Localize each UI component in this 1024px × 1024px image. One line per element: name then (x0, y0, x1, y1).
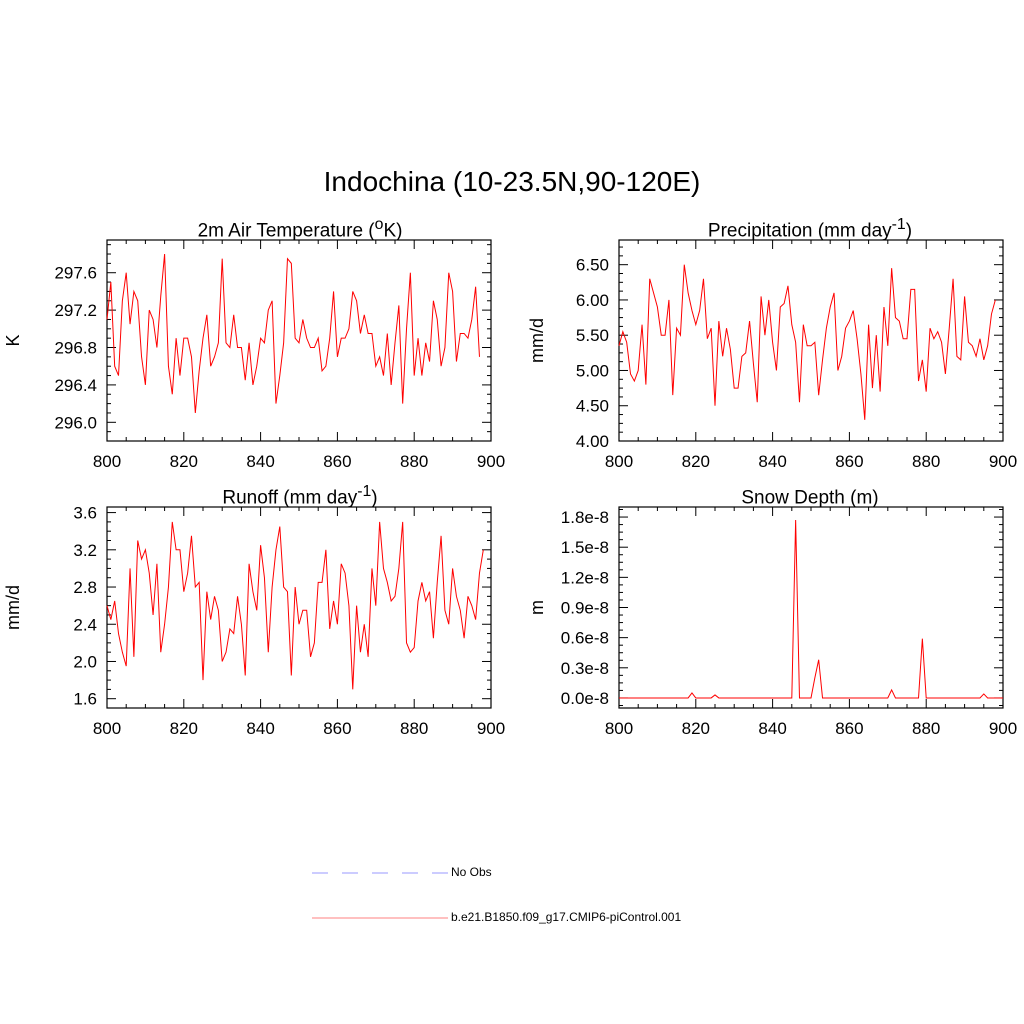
x-tick-label: 900 (989, 719, 1017, 738)
x-tick-label: 800 (93, 452, 121, 471)
y-tick-label: 4.00 (576, 432, 609, 451)
y-tick-label: 3.6 (73, 504, 97, 523)
plot-frame-snow (618, 506, 1004, 709)
series-line-snow (619, 520, 1003, 699)
x-tick-label: 880 (912, 719, 940, 738)
y-axis-label: m (527, 600, 547, 615)
y-tick-label: 2.0 (73, 652, 97, 671)
y-tick-label: 1.8e-8 (561, 508, 609, 527)
x-tick-label: 880 (912, 452, 940, 471)
main-title: Indochina (10-23.5N,90-120E) (323, 166, 701, 197)
panel-title-tail: ) (905, 220, 913, 242)
x-tick-label: 900 (477, 452, 505, 471)
panel-title-superscript: -1 (357, 483, 372, 500)
series-line-temp (106, 253, 480, 413)
panel-title-text: Snow Depth (m) (741, 487, 879, 509)
y-tick-label: 6.50 (576, 256, 609, 275)
y-tick-label: 0.0e-8 (561, 689, 609, 708)
panel-title-temperature: 2m Air Temperature (oK) (90, 216, 510, 242)
x-tick-label: 880 (400, 452, 428, 471)
y-tick-label: 0.6e-8 (561, 629, 609, 648)
x-tick-label: 800 (605, 719, 633, 738)
y-tick-label: 0.3e-8 (561, 659, 609, 678)
legend-label-no-obs: No Obs (451, 865, 492, 879)
x-tick-label: 840 (758, 719, 786, 738)
x-tick-label: 860 (835, 719, 863, 738)
y-tick-label: 0.9e-8 (561, 599, 609, 618)
y-tick-label: 1.6 (73, 690, 97, 709)
panel-title-superscript: o (374, 216, 384, 233)
y-tick-label: 6.00 (576, 291, 609, 310)
panel-title-snow-depth: Snow Depth (m) (600, 483, 1020, 509)
panel-title-precipitation: Precipitation (mm day-1) (600, 216, 1020, 242)
x-tick-label: 840 (246, 719, 274, 738)
panel-title-text: 2m Air Temperature ( (197, 220, 375, 242)
series-line-runoff (106, 521, 484, 690)
x-tick-label: 860 (323, 452, 351, 471)
y-tick-label: 4.50 (576, 397, 609, 416)
x-tick-label: 820 (682, 452, 710, 471)
plot-frame-precip (618, 239, 1004, 442)
y-tick-label: 297.6 (54, 264, 97, 283)
y-tick-label: 296.4 (54, 376, 97, 395)
y-axis-label: K (3, 334, 23, 346)
panel-title-text: Runoff (mm day (222, 487, 358, 509)
x-tick-label: 820 (682, 719, 710, 738)
y-tick-label: 2.8 (73, 578, 97, 597)
y-tick-label: 2.4 (73, 615, 97, 634)
x-tick-label: 880 (400, 719, 428, 738)
x-tick-label: 900 (477, 719, 505, 738)
x-tick-label: 800 (93, 719, 121, 738)
x-tick-label: 860 (323, 719, 351, 738)
x-tick-label: 820 (170, 719, 198, 738)
x-tick-label: 860 (835, 452, 863, 471)
y-tick-label: 5.00 (576, 361, 609, 380)
x-tick-label: 840 (246, 452, 274, 471)
y-tick-label: 297.2 (54, 301, 97, 320)
x-tick-label: 820 (170, 452, 198, 471)
y-tick-label: 3.2 (73, 541, 97, 560)
series-line-precip (618, 264, 996, 420)
panel-title-superscript: -1 (891, 216, 906, 233)
panel-title-runoff: Runoff (mm day-1) (90, 483, 510, 509)
panel-title-text: Precipitation (mm day (707, 220, 892, 242)
y-tick-label: 5.50 (576, 326, 609, 345)
y-tick-label: 296.0 (54, 413, 97, 432)
panel-title-tail: ) (371, 487, 378, 509)
y-tick-label: 296.8 (54, 339, 97, 358)
x-tick-label: 900 (989, 452, 1017, 471)
plot-frame-runoff (106, 506, 492, 709)
y-tick-label: 1.5e-8 (561, 538, 609, 557)
y-axis-label: mm/d (527, 318, 547, 363)
y-axis-label: mm/d (3, 585, 23, 630)
legend-label-model: b.e21.B1850.f09_g17.CMIP6-piControl.001 (451, 910, 682, 924)
panel-title-tail: K) (383, 220, 403, 242)
x-tick-label: 840 (758, 452, 786, 471)
x-tick-label: 800 (605, 452, 633, 471)
y-tick-label: 1.2e-8 (561, 568, 609, 587)
